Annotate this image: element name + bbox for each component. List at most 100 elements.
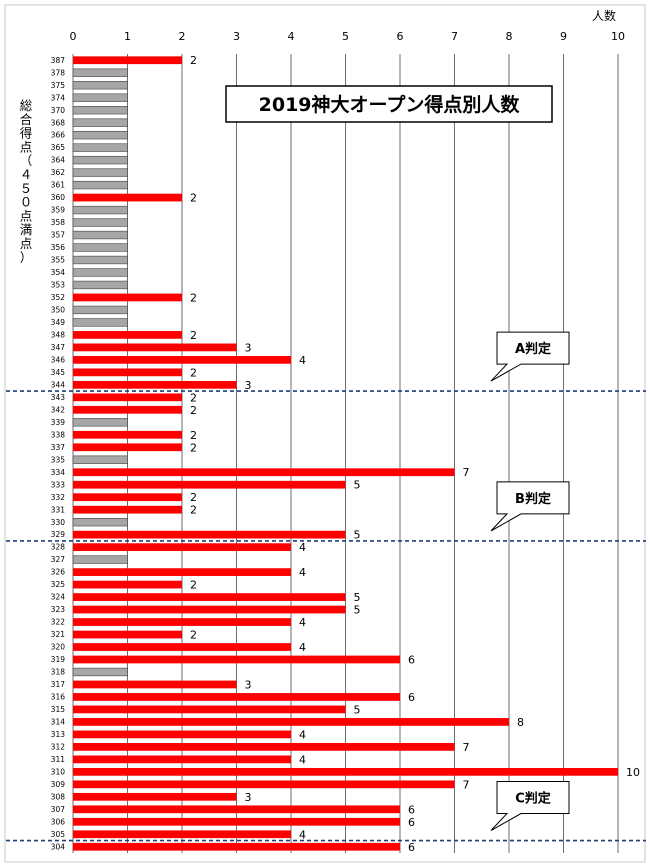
y-tick-label: 313 <box>51 730 66 739</box>
data-label: 2 <box>190 629 197 642</box>
data-label: 7 <box>463 778 470 791</box>
y-tick-label: 368 <box>51 118 66 127</box>
data-label: 5 <box>354 529 361 542</box>
data-label: 6 <box>408 816 415 829</box>
y-tick-label: 324 <box>51 593 66 602</box>
y-tick-label: 356 <box>51 243 66 252</box>
bar <box>72 218 128 227</box>
y-tick-label: 344 <box>51 380 66 389</box>
bar <box>72 255 128 265</box>
data-label: 2 <box>190 329 197 342</box>
y-tick-label: 350 <box>51 306 66 315</box>
data-label: 3 <box>245 379 252 392</box>
data-label: 3 <box>245 341 252 354</box>
y-tick-label: 330 <box>51 518 66 527</box>
bar <box>73 430 182 439</box>
bar <box>72 667 128 677</box>
y-tick-label: 334 <box>51 468 66 477</box>
data-label: 4 <box>299 541 306 554</box>
y-tick-label: 335 <box>51 455 66 464</box>
y-tick-label: 343 <box>51 393 66 402</box>
y-tick-label: 357 <box>51 231 66 240</box>
bar <box>72 318 128 327</box>
bar <box>72 93 128 102</box>
y-tick-label: 327 <box>51 555 66 564</box>
data-label: 6 <box>408 803 415 816</box>
chart-title-frame <box>225 85 553 123</box>
y-tick-label: 355 <box>51 256 66 265</box>
bar <box>73 805 400 814</box>
y-tick-label: 310 <box>51 767 66 776</box>
bar <box>72 180 128 190</box>
y-tick-label: 329 <box>51 530 66 539</box>
data-label: 2 <box>190 441 197 454</box>
y-tick-label: 387 <box>51 56 66 65</box>
y-tick-label: 325 <box>51 580 66 589</box>
bar <box>73 580 182 589</box>
bar <box>73 705 346 714</box>
bar <box>73 543 291 552</box>
x-tick-label: 6 <box>397 30 404 43</box>
bar <box>73 368 182 377</box>
bar <box>73 718 509 726</box>
x-tick-label: 5 <box>342 30 349 43</box>
y-tick-label: 332 <box>51 493 66 502</box>
data-label: 5 <box>354 703 361 716</box>
y-tick-label: 370 <box>51 106 66 115</box>
bar <box>73 530 346 539</box>
data-label: 6 <box>408 691 415 704</box>
bar <box>73 405 182 414</box>
bar <box>73 193 182 202</box>
bar <box>73 655 400 664</box>
data-label: 6 <box>408 841 415 854</box>
y-tick-label: 309 <box>51 780 66 789</box>
y-tick-label: 375 <box>51 81 66 90</box>
judgement-dividers <box>6 390 646 842</box>
callout-box <box>490 481 570 532</box>
bar <box>73 680 237 689</box>
bar <box>73 480 346 489</box>
y-tick-labels: 387 378 375 374 370 368 366 365 364 362 361 360 359 3… <box>51 56 66 852</box>
y-tick-label: 333 <box>51 480 66 489</box>
y-tick-label: 304 <box>51 842 66 851</box>
bar <box>73 380 237 389</box>
data-label: 6 <box>408 653 415 666</box>
bar <box>73 56 182 65</box>
bar <box>73 331 182 339</box>
x-tick-label: 8 <box>506 30 513 43</box>
y-tick-label: 314 <box>51 718 66 727</box>
bar <box>72 243 128 252</box>
y-tick-label: 318 <box>51 668 66 677</box>
bar <box>72 130 128 140</box>
callout-box <box>490 781 570 831</box>
y-tick-label: 361 <box>51 181 66 190</box>
bar <box>73 618 291 626</box>
chart-title: 2019神大オープン得点別人数 <box>259 93 521 116</box>
y-tick-label: 307 <box>51 805 66 814</box>
data-label: 8 <box>517 716 524 729</box>
callout-label: C判定 <box>515 791 551 807</box>
data-label: 2 <box>190 192 197 205</box>
y-tick-label: 305 <box>51 830 66 839</box>
y-tick-label: 312 <box>51 742 66 751</box>
data-label: 2 <box>190 291 197 304</box>
y-tick-label: 316 <box>51 693 66 702</box>
bar <box>72 143 128 152</box>
bar <box>73 743 455 751</box>
y-tick-label: 366 <box>51 131 66 140</box>
y-tick-label: 342 <box>51 405 66 414</box>
data-label: 4 <box>299 354 306 367</box>
y-tick-label: 349 <box>51 318 66 327</box>
bar <box>73 393 182 402</box>
data-label: 7 <box>463 466 470 479</box>
callout-label: A判定 <box>515 341 551 357</box>
y-tick-label: 374 <box>51 93 66 102</box>
bar <box>73 593 346 601</box>
y-tick-label: 364 <box>51 156 66 165</box>
bar <box>72 155 128 165</box>
bar <box>73 493 182 502</box>
bar <box>73 605 346 614</box>
chart-frame <box>4 4 646 863</box>
callout-box <box>490 331 570 382</box>
